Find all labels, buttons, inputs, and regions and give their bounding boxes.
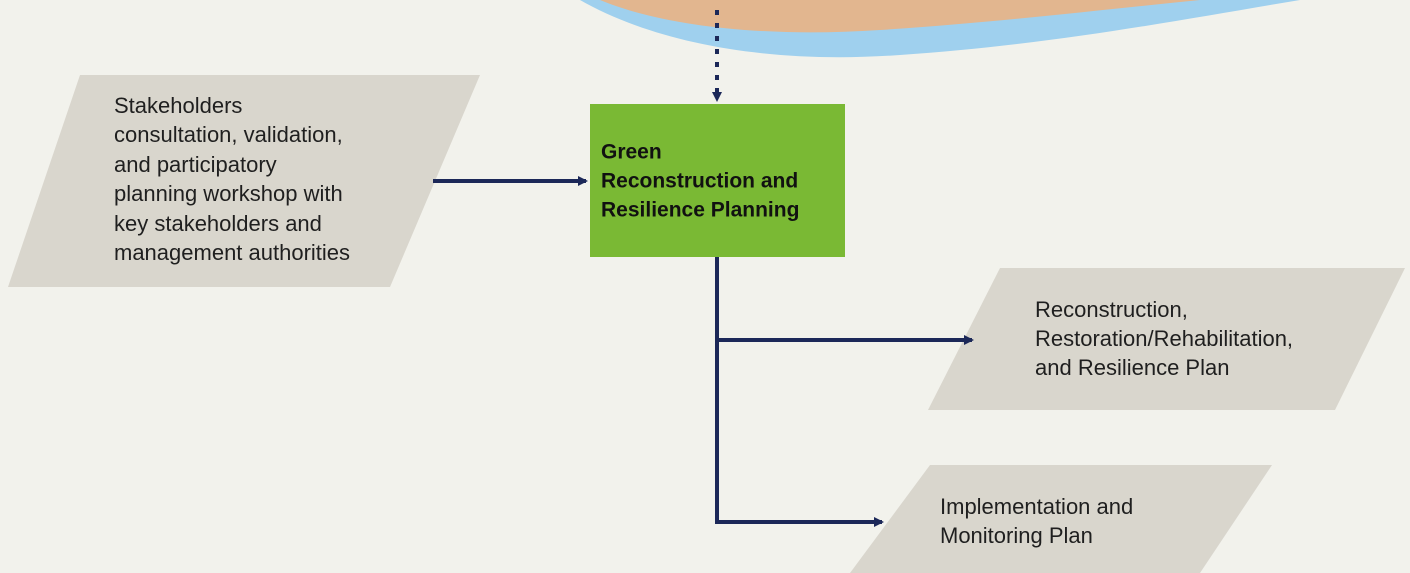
label-line: Stakeholders <box>114 93 242 118</box>
label-line: and participatory <box>114 152 277 177</box>
label-line: Monitoring Plan <box>940 523 1093 548</box>
diagram: Stakeholders consultation, validation, a… <box>0 0 1410 573</box>
label-line: consultation, validation, <box>114 122 343 147</box>
label-line: Resilience Planning <box>601 199 799 222</box>
label-line: and Resilience Plan <box>1035 355 1229 380</box>
label-line: Reconstruction, <box>1035 297 1188 322</box>
label-line: planning workshop with <box>114 181 343 206</box>
page: Stakeholders consultation, validation, a… <box>0 0 1410 573</box>
label-line: management authorities <box>114 240 350 265</box>
label-line: Restoration/Rehabilitation, <box>1035 326 1293 351</box>
label-line: Green <box>601 141 662 164</box>
label-line: key stakeholders and <box>114 211 322 236</box>
label-line: Implementation and <box>940 494 1133 519</box>
label-line: Reconstruction and <box>601 170 798 193</box>
